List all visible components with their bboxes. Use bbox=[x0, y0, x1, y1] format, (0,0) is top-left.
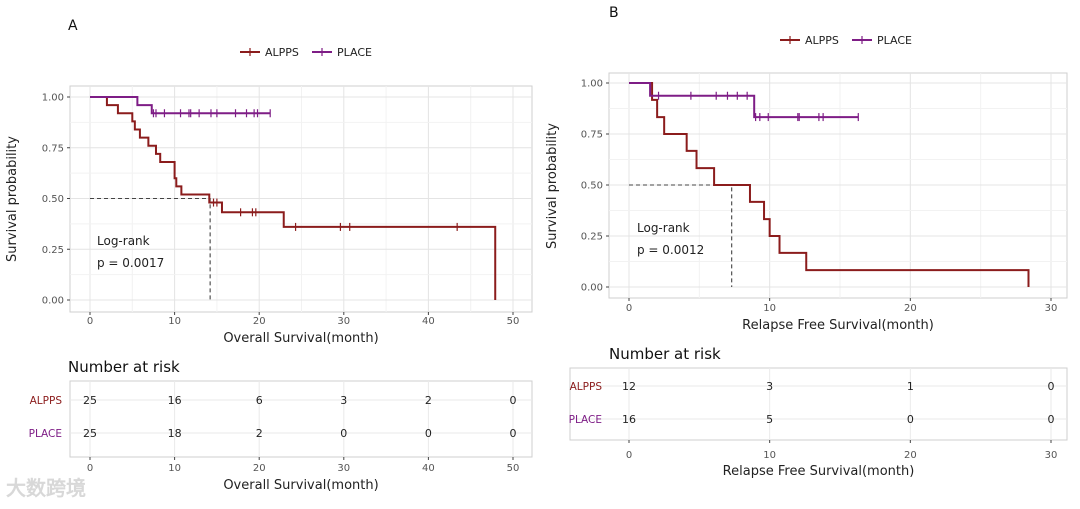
risk-row-label-alpps: ALPPS bbox=[570, 381, 603, 393]
risk-count: 3 bbox=[766, 380, 773, 393]
risk-x-tick-label: 10 bbox=[763, 450, 776, 461]
risk-count: 0 bbox=[1048, 380, 1055, 393]
panel-letter: B bbox=[609, 5, 619, 21]
y-tick-label: 0.00 bbox=[581, 283, 603, 294]
km-curve-place bbox=[629, 82, 859, 119]
median-survival-line bbox=[629, 184, 733, 287]
x-axis-label: Overall Survival(month) bbox=[223, 331, 378, 346]
risk-x-axis-label: Overall Survival(month) bbox=[223, 478, 378, 493]
y-tick-label: 0.25 bbox=[581, 232, 603, 243]
legend-label: PLACE bbox=[337, 46, 372, 59]
risk-count: 0 bbox=[510, 394, 517, 407]
x-tick-label: 10 bbox=[168, 316, 181, 327]
risk-count: 12 bbox=[622, 380, 636, 393]
y-tick-label: 0.75 bbox=[42, 143, 64, 154]
risk-x-tick-label: 50 bbox=[507, 463, 520, 474]
x-tick-label: 0 bbox=[87, 316, 93, 327]
y-tick-label: 1.00 bbox=[581, 79, 603, 90]
p-value: p = 0.0012 bbox=[637, 243, 704, 257]
risk-count: 0 bbox=[1048, 413, 1055, 426]
risk-count: 0 bbox=[425, 427, 432, 440]
x-tick-label: 10 bbox=[763, 303, 776, 314]
test-name: Log-rank bbox=[637, 221, 690, 235]
y-tick-label: 0.00 bbox=[42, 296, 64, 307]
y-axis-label: Survival probability bbox=[5, 136, 20, 262]
y-tick-label: 1.00 bbox=[42, 93, 64, 104]
y-axis-label: Survival probability bbox=[545, 123, 560, 249]
risk-count: 6 bbox=[256, 394, 263, 407]
legend-label: ALPPS bbox=[805, 34, 839, 47]
risk-count: 0 bbox=[510, 427, 517, 440]
risk-table-title: Number at risk bbox=[609, 345, 721, 363]
legend-label: PLACE bbox=[877, 34, 912, 47]
km-curve-alpps bbox=[629, 82, 1030, 287]
km-curve-alpps bbox=[90, 96, 497, 300]
risk-table-panel bbox=[569, 367, 1068, 441]
test-name: Log-rank bbox=[97, 234, 150, 248]
risk-count: 0 bbox=[907, 413, 914, 426]
watermark-logo: 大数跨境 bbox=[6, 476, 86, 500]
risk-x-tick-label: 20 bbox=[904, 450, 917, 461]
risk-row-label-alpps: ALPPS bbox=[30, 395, 63, 407]
risk-table-title: Number at risk bbox=[68, 358, 180, 376]
risk-row-label-place: PLACE bbox=[29, 428, 62, 440]
x-axis-label: Relapse Free Survival(month) bbox=[742, 318, 934, 333]
risk-x-tick-label: 20 bbox=[253, 463, 266, 474]
risk-count: 3 bbox=[340, 394, 347, 407]
risk-count: 5 bbox=[766, 413, 773, 426]
y-tick-label: 0.50 bbox=[581, 181, 603, 192]
risk-row-label-place: PLACE bbox=[569, 414, 602, 426]
x-tick-label: 30 bbox=[337, 316, 350, 327]
p-value: p = 0.0017 bbox=[97, 256, 164, 270]
panel-letter: A bbox=[68, 18, 78, 34]
risk-x-axis-label: Relapse Free Survival(month) bbox=[723, 464, 915, 479]
risk-table-panel bbox=[69, 380, 533, 458]
x-tick-label: 40 bbox=[422, 316, 435, 327]
risk-count: 18 bbox=[168, 427, 182, 440]
risk-count: 2 bbox=[425, 394, 432, 407]
risk-x-tick-label: 30 bbox=[1045, 450, 1058, 461]
x-tick-label: 20 bbox=[904, 303, 917, 314]
risk-count: 16 bbox=[168, 394, 182, 407]
risk-count: 0 bbox=[340, 427, 347, 440]
risk-x-tick-label: 10 bbox=[168, 463, 181, 474]
x-tick-label: 50 bbox=[507, 316, 520, 327]
legend-label: ALPPS bbox=[265, 46, 299, 59]
km-curve-place bbox=[90, 96, 271, 115]
risk-x-tick-label: 30 bbox=[337, 463, 350, 474]
x-tick-label: 20 bbox=[253, 316, 266, 327]
risk-count: 1 bbox=[907, 380, 914, 393]
y-tick-label: 0.25 bbox=[42, 245, 64, 256]
x-tick-label: 30 bbox=[1045, 303, 1058, 314]
risk-count: 2 bbox=[256, 427, 263, 440]
risk-x-tick-label: 0 bbox=[626, 450, 632, 461]
risk-count: 25 bbox=[83, 427, 97, 440]
risk-x-tick-label: 40 bbox=[422, 463, 435, 474]
risk-x-tick-label: 0 bbox=[87, 463, 93, 474]
y-tick-label: 0.50 bbox=[42, 194, 64, 205]
risk-count: 25 bbox=[83, 394, 97, 407]
risk-count: 16 bbox=[622, 413, 636, 426]
y-tick-label: 0.75 bbox=[581, 130, 603, 141]
x-tick-label: 0 bbox=[626, 303, 632, 314]
